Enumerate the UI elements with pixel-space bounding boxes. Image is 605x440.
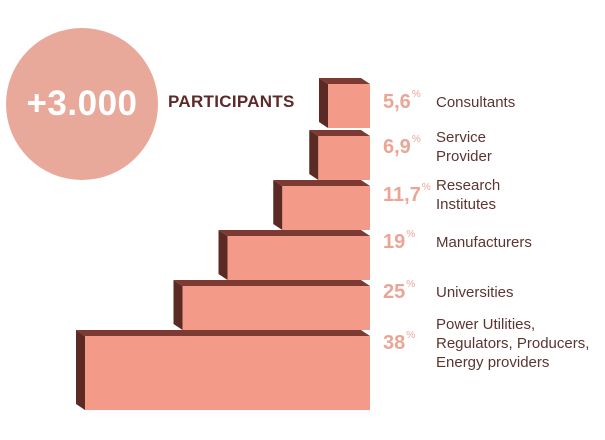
value-number: 25 bbox=[383, 281, 406, 303]
value-unit: % bbox=[411, 133, 421, 145]
brick-side bbox=[273, 180, 283, 230]
value-number: 5,6 bbox=[383, 91, 411, 113]
brick-side bbox=[218, 230, 228, 280]
category-label: Research Institutes bbox=[436, 177, 501, 213]
value-label: 11,7% bbox=[383, 181, 431, 207]
brick-top bbox=[173, 280, 370, 286]
brick-face bbox=[182, 286, 370, 330]
value-label: 25% bbox=[383, 279, 416, 304]
brick-top bbox=[76, 330, 370, 336]
value-number: 38 bbox=[383, 332, 406, 354]
brick-face bbox=[85, 336, 370, 410]
brick-face bbox=[318, 136, 370, 180]
value-number: 6,9 bbox=[383, 135, 411, 158]
category-label: Consultants bbox=[436, 94, 516, 111]
category-label: Power Utilities, Regulators, Producers, … bbox=[436, 316, 590, 371]
participants-circle: +3.000 bbox=[6, 28, 158, 180]
value-number: 11,7 bbox=[383, 183, 421, 206]
value-label: 19% bbox=[383, 229, 416, 254]
brick-top bbox=[218, 230, 370, 236]
brick-face bbox=[227, 236, 370, 280]
participant-count: +3.000 bbox=[26, 84, 138, 123]
brick-face bbox=[328, 84, 370, 128]
brick-top bbox=[319, 78, 370, 84]
category-label: Manufacturers bbox=[436, 234, 532, 251]
value-label: 6,9% bbox=[383, 133, 421, 159]
value-unit: % bbox=[406, 330, 416, 341]
brick-side bbox=[173, 280, 183, 330]
value-label: 5,6% bbox=[383, 89, 421, 114]
brick-side bbox=[319, 78, 328, 128]
brick-side bbox=[76, 330, 85, 410]
brick-top bbox=[273, 180, 370, 186]
brick-top bbox=[309, 130, 370, 136]
value-number: 19 bbox=[383, 231, 406, 253]
brick-face bbox=[282, 186, 370, 230]
category-label: Service Provider bbox=[436, 129, 492, 165]
value-unit: % bbox=[406, 229, 416, 240]
category-label: Universities bbox=[436, 284, 514, 301]
value-unit: % bbox=[411, 89, 421, 100]
value-unit: % bbox=[406, 279, 416, 290]
value-label: 38% bbox=[383, 330, 416, 355]
value-unit: % bbox=[421, 181, 431, 193]
participants-label: PARTICIPANTS bbox=[168, 92, 295, 111]
brick-side bbox=[309, 130, 319, 180]
